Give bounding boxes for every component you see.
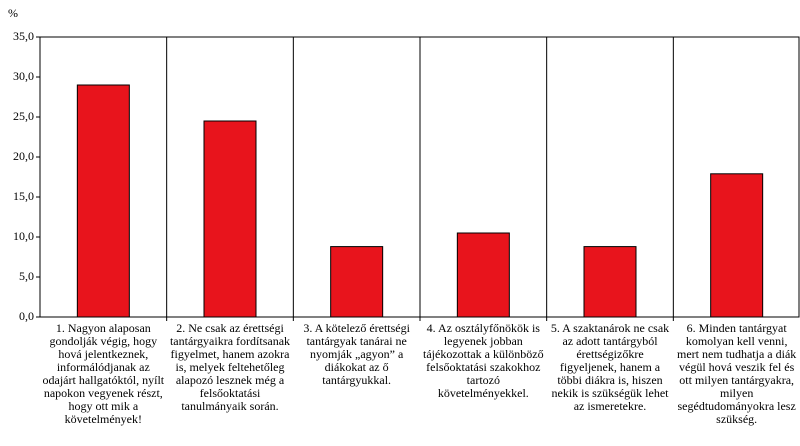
y-tick-label: 30,0 (13, 69, 34, 83)
y-tick-label: 35,0 (13, 29, 34, 43)
y-tick-label: 0,0 (19, 309, 34, 323)
bar (710, 173, 764, 318)
y-tick-label: 5,0 (19, 269, 34, 283)
bar (203, 120, 257, 318)
bar (76, 84, 130, 318)
x-tick-label: 6. Minden tantárgyat komolyan kell venni… (677, 321, 797, 426)
x-tick-label: 5. A szaktanárok ne csak az adott tantár… (550, 321, 670, 413)
bar (330, 246, 384, 318)
x-tick-label: 1. Nagyon alaposan gondolják végig, hogy… (42, 321, 165, 426)
y-tick-label: 20,0 (13, 149, 34, 163)
bar (456, 232, 510, 318)
y-tick-label: 25,0 (13, 109, 34, 123)
x-tick-label: 2. Ne csak az érettségi tantárgyaikra fo… (169, 321, 291, 413)
x-tick-label: 4. Az osztályfőnökök is legyenek jobban … (423, 321, 544, 400)
x-tick-label: 3. A kötelező érettségi tantárgyak tanár… (303, 321, 410, 387)
y-tick-label: 10,0 (13, 229, 34, 243)
y-tick-label: 15,0 (13, 189, 34, 203)
bar (583, 246, 637, 318)
y-unit: % (8, 6, 18, 20)
